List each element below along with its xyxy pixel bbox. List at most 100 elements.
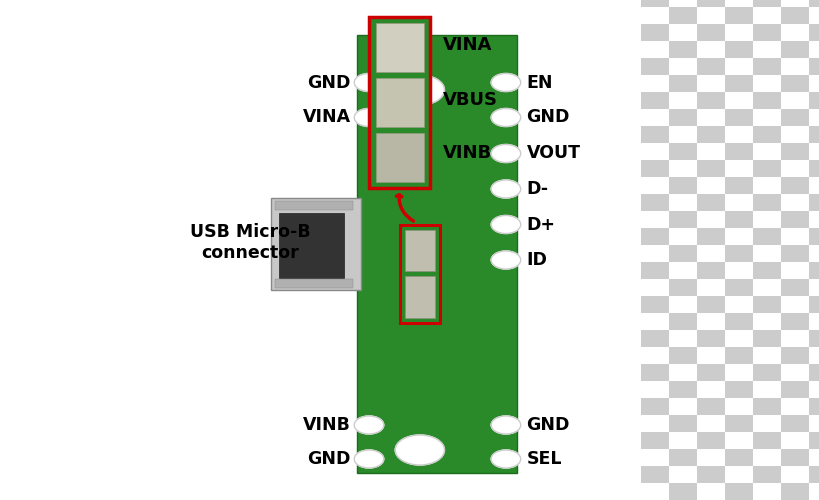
Bar xyxy=(696,75,724,92)
Bar xyxy=(724,177,752,194)
Bar xyxy=(696,279,724,296)
Text: VINA: VINA xyxy=(302,108,351,126)
Bar xyxy=(808,313,819,330)
Bar xyxy=(696,58,724,75)
Bar xyxy=(668,194,696,211)
Bar xyxy=(808,483,819,500)
Bar xyxy=(808,449,819,466)
Bar xyxy=(752,160,780,177)
Bar xyxy=(696,109,724,126)
Bar xyxy=(668,126,696,143)
Bar xyxy=(808,58,819,75)
Bar xyxy=(640,262,668,279)
Bar xyxy=(724,432,752,449)
Bar xyxy=(668,143,696,160)
Bar xyxy=(808,262,819,279)
Bar xyxy=(668,330,696,347)
Bar xyxy=(696,24,724,41)
Bar xyxy=(752,432,780,449)
Bar xyxy=(780,449,808,466)
Bar xyxy=(640,126,668,143)
Bar xyxy=(752,109,780,126)
Bar xyxy=(808,75,819,92)
Bar xyxy=(640,381,668,398)
Bar xyxy=(752,126,780,143)
Circle shape xyxy=(491,416,520,434)
Bar xyxy=(780,381,808,398)
Bar xyxy=(780,126,808,143)
Circle shape xyxy=(354,416,383,434)
Bar xyxy=(696,211,724,228)
Bar xyxy=(640,347,668,364)
Bar xyxy=(780,0,808,7)
Bar xyxy=(780,194,808,211)
Bar xyxy=(808,24,819,41)
Bar xyxy=(780,279,808,296)
Bar xyxy=(274,201,352,210)
Bar xyxy=(724,398,752,415)
Bar xyxy=(808,381,819,398)
Circle shape xyxy=(354,450,383,468)
Bar xyxy=(752,228,780,245)
Bar xyxy=(640,194,668,211)
Bar xyxy=(668,211,696,228)
Circle shape xyxy=(491,251,520,269)
Bar xyxy=(668,313,696,330)
Bar xyxy=(752,75,780,92)
Bar xyxy=(808,364,819,381)
Bar xyxy=(724,449,752,466)
Bar xyxy=(640,279,668,296)
Bar xyxy=(640,449,668,466)
Bar xyxy=(640,7,668,24)
Bar xyxy=(808,432,819,449)
Bar xyxy=(696,126,724,143)
Bar xyxy=(808,398,819,415)
Bar xyxy=(668,177,696,194)
Bar xyxy=(724,313,752,330)
Bar xyxy=(780,466,808,483)
Bar xyxy=(696,0,724,7)
Bar xyxy=(752,381,780,398)
Bar xyxy=(724,41,752,58)
Bar xyxy=(668,381,696,398)
Text: GND: GND xyxy=(307,450,351,468)
Bar xyxy=(724,262,752,279)
Circle shape xyxy=(395,75,444,105)
Bar xyxy=(724,58,752,75)
Bar xyxy=(724,211,752,228)
Bar xyxy=(780,75,808,92)
Text: GND: GND xyxy=(307,74,351,92)
Bar xyxy=(780,483,808,500)
Bar xyxy=(640,228,668,245)
Bar xyxy=(640,432,668,449)
Bar xyxy=(808,279,819,296)
Bar xyxy=(356,35,516,472)
Bar xyxy=(780,160,808,177)
Bar xyxy=(640,58,668,75)
Bar xyxy=(640,143,668,160)
Bar xyxy=(780,143,808,160)
Bar xyxy=(696,41,724,58)
Bar xyxy=(696,483,724,500)
Bar xyxy=(808,0,819,7)
Bar xyxy=(724,75,752,92)
Bar xyxy=(752,466,780,483)
Bar xyxy=(640,177,668,194)
Bar xyxy=(780,24,808,41)
Bar xyxy=(668,432,696,449)
Bar xyxy=(724,194,752,211)
Bar xyxy=(780,364,808,381)
Bar xyxy=(640,75,668,92)
Bar xyxy=(724,92,752,109)
Bar xyxy=(780,398,808,415)
Bar xyxy=(668,92,696,109)
Bar xyxy=(780,41,808,58)
Bar xyxy=(808,126,819,143)
Bar xyxy=(640,211,668,228)
Bar xyxy=(640,364,668,381)
Bar xyxy=(274,278,352,287)
Text: GND: GND xyxy=(526,108,569,126)
Text: VOUT: VOUT xyxy=(526,144,580,162)
Bar xyxy=(724,330,752,347)
Bar xyxy=(808,330,819,347)
